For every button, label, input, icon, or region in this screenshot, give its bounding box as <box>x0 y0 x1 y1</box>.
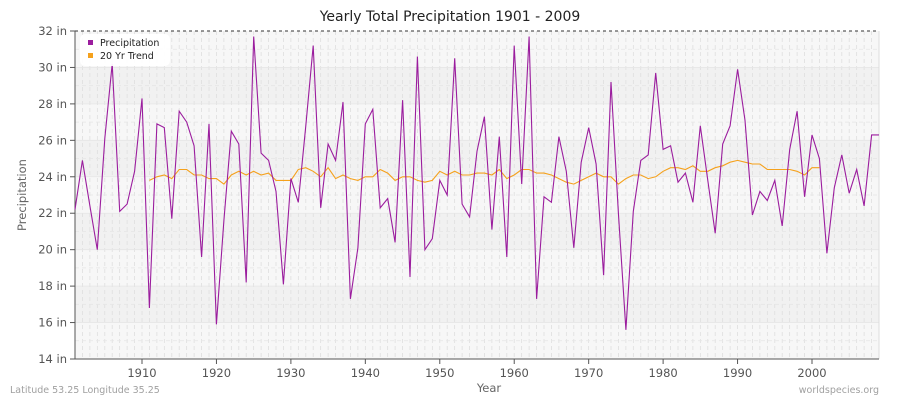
x-tick-label: 1970 <box>574 366 603 380</box>
x-tick-label: 1960 <box>500 366 529 380</box>
x-axis-title: Year <box>476 381 502 395</box>
x-tick-label: 1930 <box>276 366 305 380</box>
y-tick-label: 14 in <box>38 352 67 366</box>
legend-precipitation-marker-icon <box>88 40 93 45</box>
y-tick-label: 28 in <box>38 97 67 111</box>
legend: Precipitation 20 Yr Trend <box>80 34 170 66</box>
y-tick-label: 16 in <box>38 316 67 330</box>
legend-trend-marker-icon <box>88 53 93 58</box>
y-tick-label: 24 in <box>38 170 67 184</box>
legend-trend-label: 20 Yr Trend <box>100 51 154 62</box>
legend-box <box>80 34 170 66</box>
y-axis-title: Precipitation <box>15 159 29 231</box>
x-axis: 1910 1920 1930 1940 1950 1960 1970 1980 1990 2000 <box>75 358 879 380</box>
source-footer: worldspecies.org <box>799 385 879 396</box>
x-tick-label: 1950 <box>425 366 454 380</box>
x-tick-label: 1980 <box>648 366 677 380</box>
location-footer: Latitude 53.25 Longitude 35.25 <box>10 385 160 396</box>
y-tick-label: 32 in <box>38 24 67 38</box>
y-tick-label: 22 in <box>38 206 67 220</box>
y-tick-label: 18 in <box>38 279 67 293</box>
chart-title: Yearly Total Precipitation 1901 - 2009 <box>319 9 581 25</box>
grid-lines <box>74 31 880 359</box>
trend-series-line <box>149 159 820 185</box>
y-tick-label: 26 in <box>38 133 67 147</box>
precipitation-series-line <box>74 36 879 330</box>
y-tick-label: 30 in <box>38 60 67 74</box>
x-tick-label: 1910 <box>127 366 156 380</box>
legend-precipitation-label: Precipitation <box>100 38 159 49</box>
x-tick-label: 1940 <box>351 366 380 380</box>
y-tick-label: 20 in <box>38 243 67 257</box>
y-axis: 14 in 16 in 18 in 20 in 22 in 24 in 26 in 28 in… <box>38 24 76 366</box>
x-tick-label: 1920 <box>202 366 231 380</box>
x-tick-label: 1990 <box>723 366 752 380</box>
x-tick-label: 2000 <box>797 366 826 380</box>
